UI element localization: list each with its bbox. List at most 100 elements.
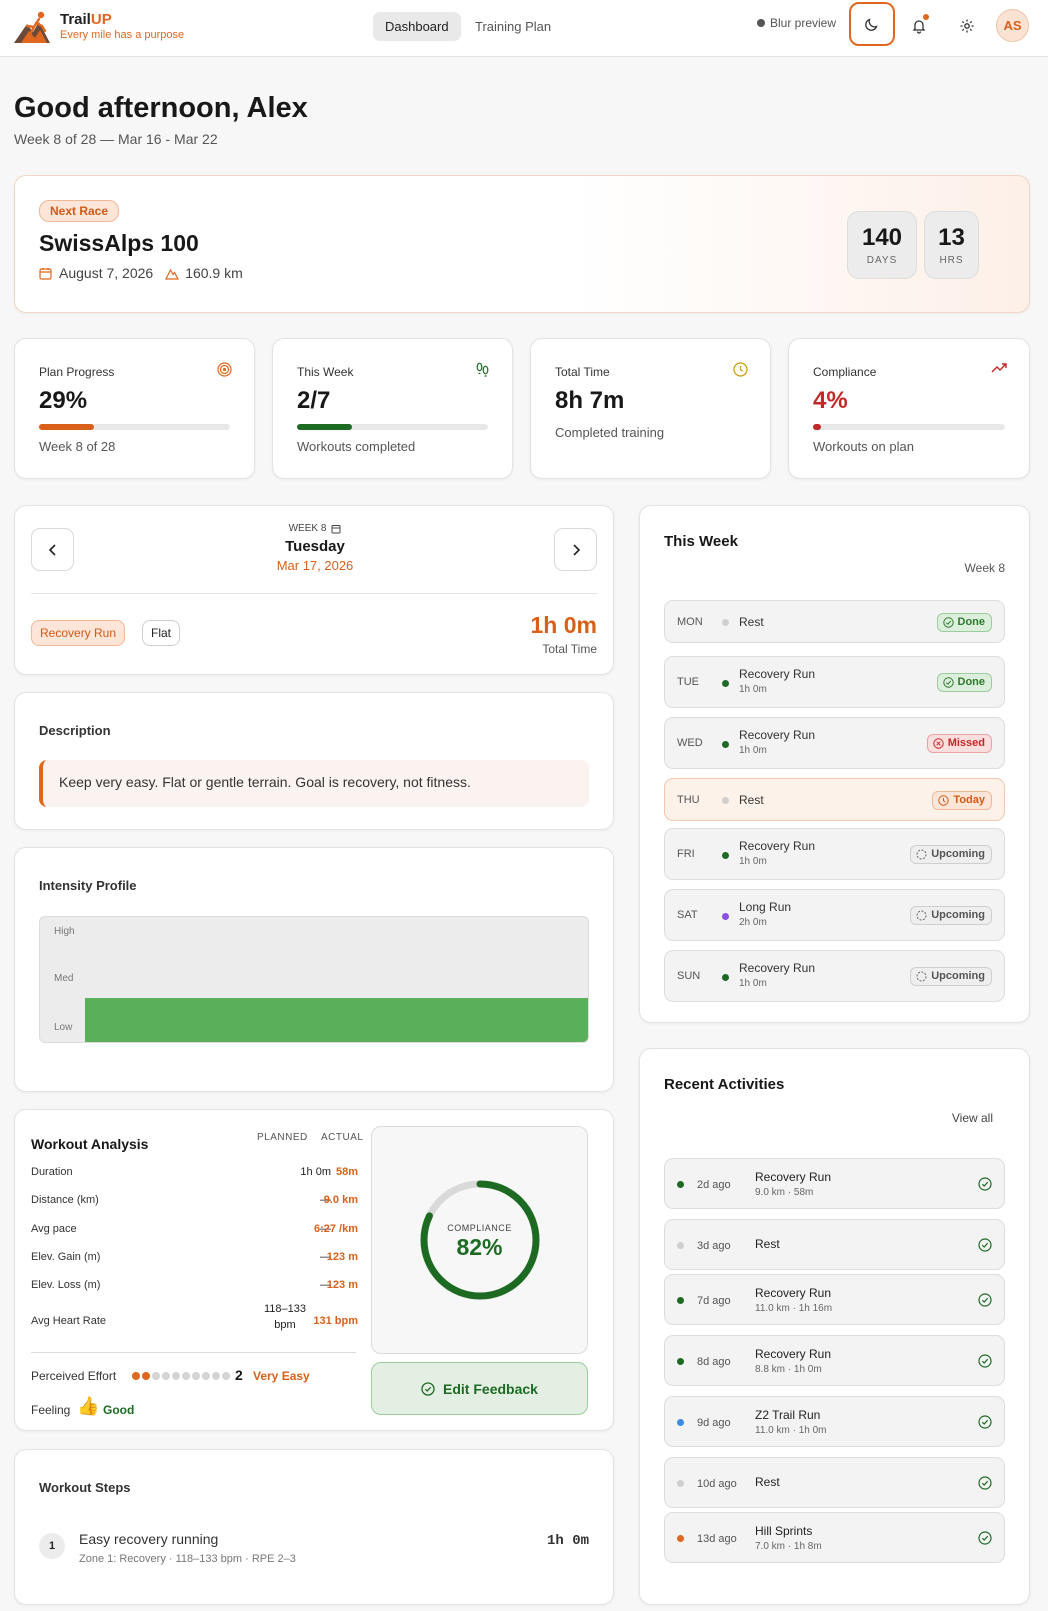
activity-row[interactable]: 10d ago Rest: [664, 1457, 1005, 1508]
effort-description: Very Easy: [253, 1369, 310, 1383]
avatar[interactable]: AS: [996, 9, 1029, 42]
previous-day-button[interactable]: [31, 528, 74, 571]
activity-row[interactable]: 8d ago Recovery Run 8.8 km · 1h 0m: [664, 1335, 1005, 1386]
description-card: Description Keep very easy. Flat or gent…: [14, 692, 614, 830]
workout-name: Recovery Run: [739, 961, 816, 975]
week-row-sun[interactable]: SUN Recovery Run 1h 0m Upcoming: [664, 950, 1005, 1002]
analysis-title: Workout Analysis: [31, 1136, 149, 1152]
week-row-mon[interactable]: MON Rest Done: [664, 600, 1005, 643]
row-label: Distance (km): [31, 1194, 99, 1206]
effort-dot: [212, 1372, 220, 1380]
status-badge: Upcoming: [910, 906, 992, 925]
notifications-button[interactable]: [896, 4, 942, 48]
row-planned: —: [320, 1251, 331, 1263]
workout-name: Rest: [739, 793, 764, 807]
stat-title: Total Time: [555, 365, 610, 379]
race-distance: 160.9 km: [185, 265, 243, 281]
view-all-link[interactable]: View all: [951, 1111, 993, 1125]
edit-feedback-button[interactable]: Edit Feedback: [371, 1362, 588, 1415]
check-circle-icon: [942, 677, 954, 688]
row-planned: —: [320, 1279, 331, 1291]
tab-dashboard[interactable]: Dashboard: [373, 12, 461, 41]
workout-dot: [722, 852, 729, 859]
status-text: Upcoming: [931, 970, 985, 982]
progress-bar: [813, 424, 1005, 430]
stat-value: 4%: [813, 387, 848, 414]
activity-row[interactable]: 13d ago Hill Sprints 7.0 km · 1h 8m: [664, 1512, 1005, 1563]
compliance-label: COMPLIANCE: [447, 1223, 512, 1233]
weekday-label: THU: [677, 794, 700, 806]
week-row-wed[interactable]: WED Recovery Run 1h 0m Missed: [664, 717, 1005, 769]
weekday-label: SAT: [677, 909, 698, 921]
activity-row[interactable]: 2d ago Recovery Run 9.0 km · 58m: [664, 1158, 1005, 1209]
weekday-label: TUE: [677, 676, 699, 688]
row-label: Duration: [31, 1166, 73, 1178]
calendar-small-icon: [331, 524, 341, 533]
week-label: WEEK 8: [215, 523, 415, 534]
stat-subtitle: Workouts completed: [297, 439, 416, 454]
step-detail: Zone 1: Recovery · 118–133 bpm · RPE 2–3: [79, 1553, 296, 1565]
progress-fill: [39, 424, 95, 430]
activity-name: Rest: [755, 1475, 780, 1489]
settings-button[interactable]: [944, 4, 990, 48]
actual-column-header: ACTUAL: [321, 1132, 364, 1143]
brand-name[interactable]: TrailUP: [60, 11, 112, 28]
status-text: Missed: [947, 737, 985, 749]
workout-steps-card: Workout Steps 1 Easy recovery running Zo…: [14, 1449, 614, 1605]
countdown-days-value: 140: [861, 224, 903, 251]
effort-dot: [142, 1372, 150, 1380]
activity-row[interactable]: 9d ago Z2 Trail Run 11.0 km · 1h 0m: [664, 1396, 1005, 1447]
week-row-sat[interactable]: SAT Long Run 2h 0m Upcoming: [664, 889, 1005, 941]
activity-time: 9d ago: [697, 1417, 731, 1429]
row-actual: 6:27 /km: [313, 1223, 358, 1235]
stat-subtitle: Completed training: [555, 425, 665, 440]
total-time-label: Total Time: [542, 642, 597, 656]
progress-fill: [813, 424, 821, 430]
next-race-card: Next Race SwissAlps 100 August 7, 2026 1…: [14, 175, 1030, 313]
steps-title: Workout Steps: [39, 1480, 131, 1495]
status-badge: Upcoming: [910, 845, 992, 864]
status-badge: Done: [936, 613, 992, 632]
activity-name: Recovery Run: [755, 1347, 832, 1361]
status-badge: Missed: [926, 734, 992, 753]
activity-name: Recovery Run: [755, 1286, 832, 1300]
logo-icon: [14, 11, 50, 43]
stat-title: Plan Progress: [39, 365, 115, 379]
row-actual: 9.0 km: [323, 1194, 358, 1206]
thumbs-up-icon: 👍: [77, 1396, 100, 1416]
workout-name: Recovery Run: [739, 728, 816, 742]
row-actual: 123 m: [326, 1251, 358, 1263]
activity-stats: 8.8 km · 1h 0m: [755, 1364, 822, 1375]
week-row-thu[interactable]: THU Rest Today: [664, 778, 1005, 821]
description-title: Description: [39, 723, 111, 738]
blur-preview-toggle[interactable]: Blur preview: [757, 16, 836, 30]
theme-toggle-button[interactable]: [849, 2, 895, 46]
countdown-hours: 13 HRS: [924, 211, 979, 279]
weekday-label: WED: [677, 737, 703, 749]
status-badge: Done: [936, 673, 992, 692]
week-row-fri[interactable]: FRI Recovery Run 1h 0m Upcoming: [664, 828, 1005, 880]
workout-dot: [722, 797, 729, 804]
activity-stats: 7.0 km · 1h 8m: [755, 1541, 822, 1552]
tag-terrain: Flat: [142, 620, 181, 646]
stat-total-time: Total Time 8h 7m Completed training: [530, 338, 771, 479]
workout-duration: 1h 0m: [739, 978, 767, 989]
next-race-badge: Next Race: [39, 200, 120, 222]
this-week-card: This Week Week 8 MON Rest Done TUE Recov…: [639, 505, 1030, 1023]
loader-icon: [916, 971, 927, 982]
next-day-button[interactable]: [554, 528, 597, 571]
week-row-tue[interactable]: TUE Recovery Run 1h 0m Done: [664, 656, 1005, 708]
effort-dot: [172, 1372, 180, 1380]
activity-dot: [677, 1419, 684, 1426]
activity-row[interactable]: 3d ago Rest: [664, 1219, 1005, 1270]
intensity-segment[interactable]: [85, 998, 588, 1042]
progress-fill: [297, 424, 353, 430]
tab-training-plan[interactable]: Training Plan: [475, 19, 552, 34]
chevron-left-icon: [48, 543, 56, 556]
row-actual: 131 bpm: [313, 1315, 358, 1327]
row-planned: 1h 0m: [300, 1166, 331, 1178]
activity-row[interactable]: 7d ago Recovery Run 11.0 km · 1h 16m: [664, 1274, 1005, 1325]
activity-dot: [677, 1181, 684, 1188]
clock-icon: [733, 362, 748, 377]
row-label: Avg Heart Rate: [31, 1315, 107, 1327]
